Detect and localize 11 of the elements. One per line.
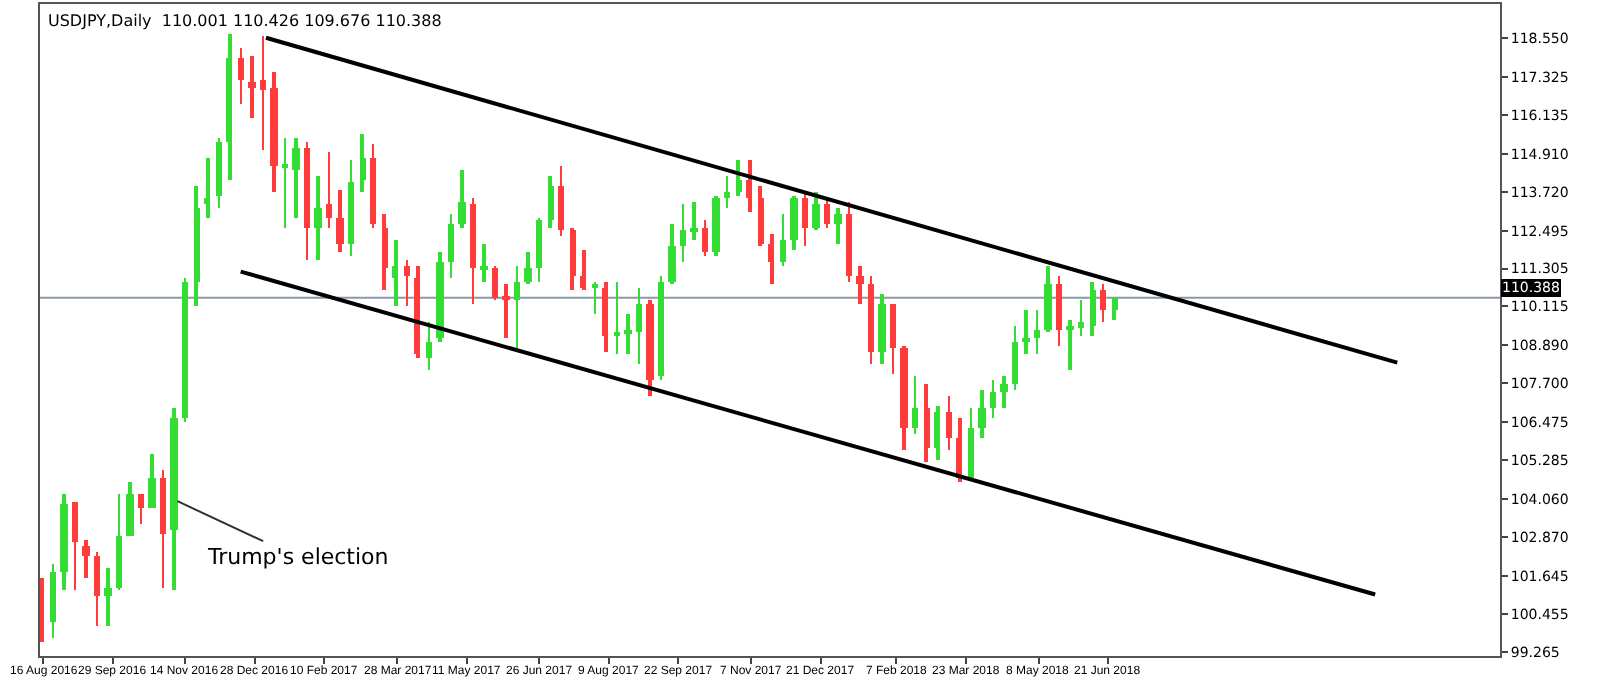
- candlestick: [260, 36, 266, 150]
- candlestick: [282, 138, 288, 228]
- candlestick: [502, 284, 510, 338]
- candlestick: [624, 314, 632, 354]
- candlestick: [1022, 310, 1030, 354]
- candlestick: [614, 282, 620, 354]
- text: USDJPY,Daily 110.001 110.426 109.676 110.388: [48, 12, 442, 30]
- annotation: Trump's election: [206, 544, 389, 570]
- candlestick: [248, 56, 256, 118]
- candlestick: [204, 158, 210, 218]
- candlestick: [1066, 320, 1074, 370]
